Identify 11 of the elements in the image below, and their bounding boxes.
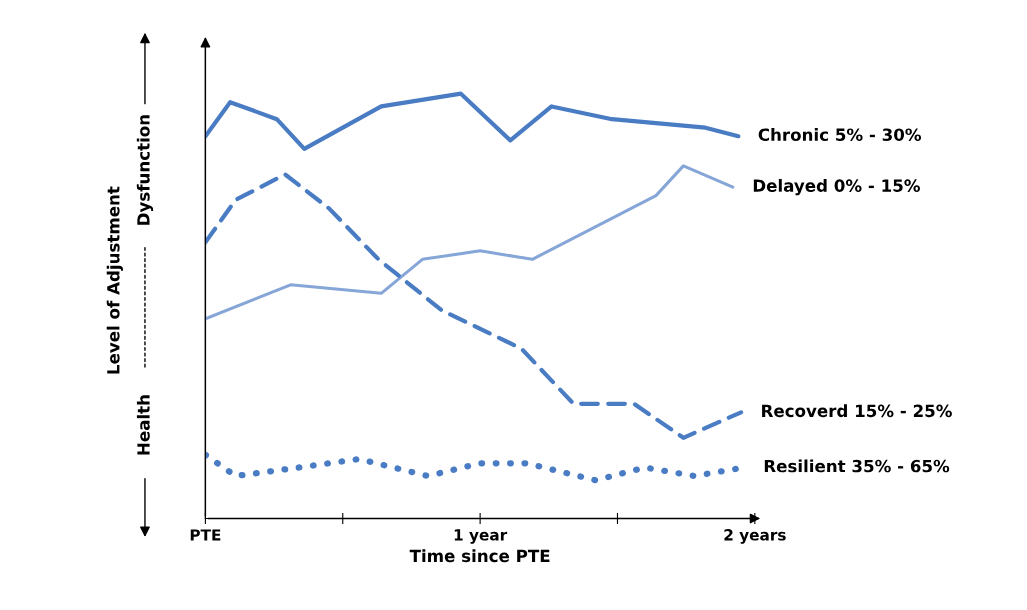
series-label: Delayed 0% - 15% — [753, 179, 920, 196]
x-tick-label: 1 year — [454, 529, 508, 544]
series-label: Resilient 35% - 65% — [764, 459, 950, 473]
x-tick-label: 2 years — [724, 529, 786, 544]
y-axis-title: Level of Adjustment — [106, 186, 123, 374]
x-axis-title: Time since PTE — [409, 549, 550, 563]
x-tick-label: PTE — [190, 529, 221, 541]
text: Dysfunction — [136, 115, 154, 225]
series-label: Recoverd 15% - 25% — [762, 404, 952, 418]
text: Health — [136, 395, 150, 455]
series-label: Chronic 5% - 30% — [758, 128, 922, 141]
